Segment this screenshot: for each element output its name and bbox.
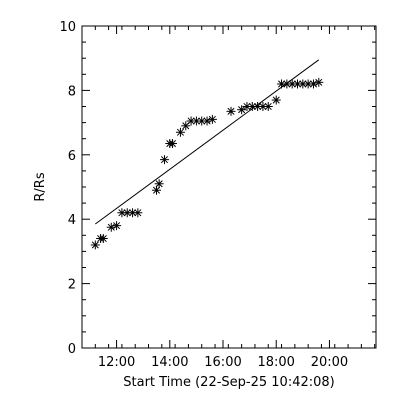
x-axis: 12:00 14:00 16:00 18:00 20:00 [81,26,376,370]
data-point [186,116,196,126]
data-point [202,116,212,126]
data-point [90,240,100,250]
data-point [175,127,185,137]
data-point [98,234,108,244]
data-point [314,77,324,87]
data-point [151,185,161,195]
x-tick-label: 12:00 [98,355,135,370]
data-point [226,106,236,116]
data-point [106,222,116,232]
y-axis-title: R/Rs [33,172,48,201]
data-point [253,102,263,111]
data-point [197,116,207,126]
data-point [308,79,318,89]
x-tick-label: 20:00 [311,355,348,370]
y-tick-label: 0 [68,342,76,357]
data-point [159,155,169,165]
data-point [181,121,191,131]
y-tick-label: 10 [59,20,76,35]
data-point [154,179,164,189]
y-axis: 0 2 4 6 8 10 [59,20,376,357]
y-tick-label: 8 [68,84,76,99]
x-tick-label: 14:00 [151,355,188,370]
y-tick-label: 4 [68,213,76,228]
data-point [263,102,273,111]
data-point [112,221,122,231]
data-points [90,77,324,250]
data-point [287,79,297,89]
x-tick-label: 16:00 [204,355,241,370]
data-point [271,95,281,105]
data-point [237,105,247,115]
data-point [133,208,143,218]
x-axis-title: Start Time (22-Sep-25 10:42:08) [123,375,334,390]
y-tick-label: 2 [68,278,76,293]
y-tick-label: 6 [68,149,76,164]
x-tick-label: 18:00 [257,355,294,370]
data-point [207,114,217,124]
data-point [167,139,177,149]
